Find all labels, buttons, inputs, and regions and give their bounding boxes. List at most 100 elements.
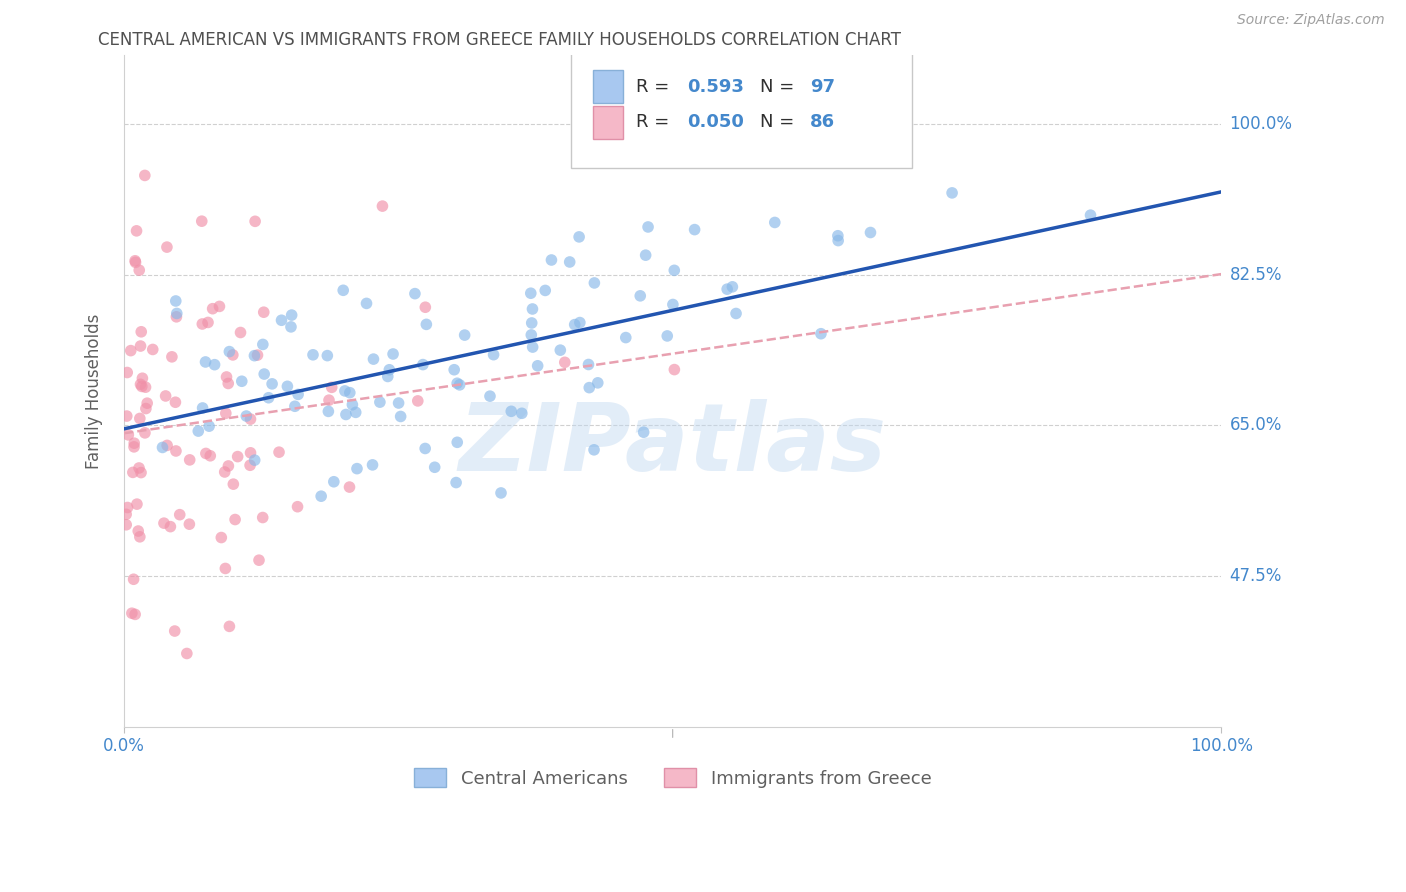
- Point: [763, 215, 786, 229]
- Point: [522, 301, 544, 316]
- Point: [339, 385, 361, 400]
- Point: [526, 359, 548, 373]
- Point: [662, 297, 685, 311]
- Point: [335, 408, 357, 422]
- Point: [540, 252, 562, 267]
- Point: [128, 461, 150, 475]
- Point: [204, 358, 226, 372]
- Point: [179, 517, 201, 532]
- Point: [121, 466, 143, 480]
- Legend: Central Americans, Immigrants from Greece: Central Americans, Immigrants from Greec…: [406, 761, 939, 795]
- Point: [284, 399, 307, 413]
- Point: [346, 461, 368, 475]
- Point: [224, 512, 246, 526]
- Point: [716, 282, 738, 296]
- Point: [218, 344, 240, 359]
- Point: [339, 480, 361, 494]
- Point: [122, 572, 145, 586]
- Point: [356, 296, 378, 310]
- Point: [136, 396, 159, 410]
- Point: [243, 214, 266, 228]
- Point: [235, 409, 257, 423]
- Point: [489, 486, 512, 500]
- Point: [215, 406, 238, 420]
- Point: [332, 283, 354, 297]
- Point: [160, 350, 183, 364]
- Point: [322, 475, 344, 489]
- Point: [257, 391, 280, 405]
- Point: [415, 300, 437, 314]
- Point: [115, 517, 138, 532]
- Point: [208, 299, 231, 313]
- Point: [827, 228, 849, 243]
- Point: [941, 186, 963, 200]
- Point: [239, 446, 262, 460]
- Point: [217, 458, 239, 473]
- Point: [135, 401, 157, 416]
- Point: [412, 358, 434, 372]
- Point: [222, 477, 245, 491]
- Point: [446, 435, 468, 450]
- Point: [229, 326, 252, 340]
- Point: [194, 446, 217, 460]
- Point: [333, 384, 356, 398]
- Point: [125, 497, 148, 511]
- Point: [415, 318, 437, 332]
- Point: [634, 248, 657, 262]
- Point: [361, 458, 384, 472]
- Point: [218, 619, 240, 633]
- Point: [368, 395, 391, 409]
- Point: [129, 466, 152, 480]
- Text: 65.0%: 65.0%: [1230, 417, 1282, 434]
- Point: [406, 393, 429, 408]
- Point: [169, 508, 191, 522]
- Point: [633, 425, 655, 440]
- Point: [122, 436, 145, 450]
- Text: 0.050: 0.050: [688, 113, 744, 131]
- Point: [155, 389, 177, 403]
- Point: [176, 647, 198, 661]
- Point: [226, 450, 249, 464]
- Point: [482, 348, 505, 362]
- Point: [378, 363, 401, 377]
- Point: [187, 424, 209, 438]
- Point: [128, 263, 150, 277]
- Point: [302, 348, 325, 362]
- Point: [568, 316, 591, 330]
- Point: [252, 337, 274, 351]
- Point: [262, 376, 284, 391]
- Point: [129, 377, 152, 392]
- Point: [179, 453, 201, 467]
- Point: [115, 366, 138, 380]
- Point: [165, 395, 187, 409]
- Point: [280, 319, 302, 334]
- Point: [725, 306, 748, 320]
- Point: [501, 404, 523, 418]
- Text: 0.593: 0.593: [688, 78, 744, 95]
- Point: [453, 328, 475, 343]
- Point: [128, 411, 150, 425]
- Point: [191, 401, 214, 415]
- Point: [243, 349, 266, 363]
- Point: [201, 301, 224, 316]
- Point: [387, 396, 409, 410]
- Point: [191, 214, 214, 228]
- Point: [377, 369, 399, 384]
- Point: [159, 519, 181, 533]
- Point: [129, 325, 152, 339]
- Point: [252, 510, 274, 524]
- Point: [321, 380, 343, 394]
- Point: [194, 355, 217, 369]
- Point: [363, 352, 385, 367]
- Text: 97: 97: [810, 78, 835, 95]
- Point: [134, 169, 156, 183]
- Point: [583, 276, 606, 290]
- Y-axis label: Family Households: Family Households: [86, 313, 103, 468]
- Point: [120, 343, 142, 358]
- Point: [165, 293, 187, 308]
- Point: [628, 289, 651, 303]
- Point: [522, 340, 544, 354]
- Point: [578, 381, 600, 395]
- Point: [318, 393, 340, 408]
- Point: [166, 306, 188, 320]
